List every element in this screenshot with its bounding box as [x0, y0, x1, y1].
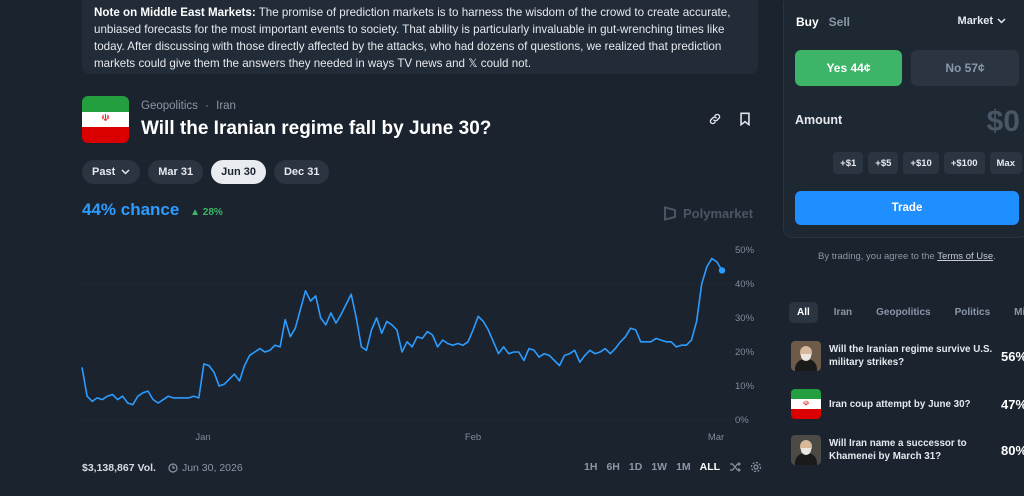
chip-past[interactable]: Past	[82, 160, 141, 184]
middle-east-note: Note on Middle East Markets: The promise…	[82, 0, 758, 74]
range-1d[interactable]: 1D	[628, 461, 643, 473]
up-triangle-icon: ▲	[190, 207, 200, 218]
trade-tabs: Buy Sell	[796, 15, 850, 29]
related-tab-geopolitics[interactable]: Geopolitics	[876, 307, 931, 318]
no-button[interactable]: No 57¢	[911, 50, 1019, 86]
related-market-title: Will Iran name a successor to Khamenei b…	[829, 438, 967, 462]
volume: $3,138,867 Vol.	[82, 462, 156, 474]
polymarket-logo-icon	[664, 206, 676, 221]
chip-label: Jun 30	[221, 166, 256, 178]
related-tab-iran[interactable]: Iran	[833, 307, 853, 318]
y-tick-label: 20%	[735, 347, 755, 358]
quick-add-5[interactable]: +$5	[868, 152, 899, 174]
terms-link[interactable]: Terms of Use	[937, 251, 994, 262]
time-range-selector: 1H 6H 1D 1W 1M ALL	[584, 461, 762, 473]
market-title: Will the Iranian regime fall by June 30?	[141, 118, 492, 139]
leader-portrait-image	[791, 341, 821, 371]
x-tick-label: Jan	[195, 432, 210, 443]
note-heading: Note on Middle East Markets:	[94, 6, 256, 19]
quick-add-10[interactable]: +$10	[903, 152, 939, 174]
order-type-dropdown[interactable]: Market	[958, 15, 1006, 27]
change-badge: ▲ 28%	[190, 207, 223, 218]
related-market-title: Will the Iranian regime survive U.S. mil…	[829, 344, 993, 368]
related-market-item[interactable]: Will the Iranian regime survive U.S. mil…	[791, 341, 1024, 371]
chip-past-label: Past	[92, 166, 116, 178]
chip-label: Mar 31	[158, 166, 194, 178]
brand-name: Polymarket	[683, 206, 754, 221]
breadcrumb-category[interactable]: Geopolitics	[141, 100, 198, 112]
y-tick-label: 50%	[735, 245, 755, 256]
link-icon[interactable]	[706, 110, 724, 128]
amount-label: Amount	[795, 113, 843, 127]
chance-display: 44% chance ▲ 28%	[82, 200, 223, 220]
breadcrumb-separator: ·	[205, 100, 209, 112]
tab-sell[interactable]: Sell	[828, 15, 851, 29]
iran-flag-image: ☫	[82, 96, 129, 143]
related-market-item[interactable]: Will Iran name a successor to Khamenei b…	[791, 435, 1024, 465]
emblem-icon: ☫	[101, 113, 110, 125]
chip-jun-30[interactable]: Jun 30	[211, 160, 266, 184]
terms-suffix: .	[993, 251, 996, 262]
series-line	[81, 257, 723, 406]
clock-icon	[168, 463, 178, 473]
quick-max[interactable]: Max	[989, 152, 1022, 174]
settings-gear-icon[interactable]	[750, 461, 762, 473]
x-tick-label: Mar	[708, 432, 724, 443]
chevron-down-icon	[997, 18, 1006, 24]
related-market-pct: 56%	[1001, 348, 1024, 364]
y-tick-label: 0%	[735, 415, 749, 426]
range-1w[interactable]: 1W	[651, 461, 668, 473]
price-chart: 50% 40% 30% 20% 10% 0% Jan Feb Mar	[81, 245, 755, 443]
polymarket-watermark: Polymarket	[663, 206, 753, 221]
range-1m[interactable]: 1M	[676, 461, 691, 473]
bookmark-icon[interactable]	[736, 110, 754, 128]
iran-flag-image: ☫	[791, 389, 821, 419]
related-tab-politics[interactable]: Politics	[954, 307, 991, 318]
trade-panel: Buy Sell Market Yes 44¢ No 57¢ Amount $0…	[783, 0, 1024, 238]
y-tick-label: 10%	[735, 381, 755, 392]
related-tabs: All Iran Geopolitics Politics Mid	[789, 302, 1024, 323]
leader-portrait-image	[791, 435, 821, 465]
breadcrumb: Geopolitics · Iran	[141, 100, 236, 112]
quick-add-1[interactable]: +$1	[833, 152, 864, 174]
order-type-label: Market	[957, 15, 993, 27]
chevron-down-icon	[121, 169, 130, 175]
amount-input[interactable]: $0	[986, 105, 1020, 138]
note-body: The promise of prediction markets is to …	[94, 6, 731, 70]
range-6h[interactable]: 6H	[606, 461, 620, 473]
related-market-pct: 80%	[1001, 442, 1024, 458]
x-tick-label: Feb	[465, 432, 481, 443]
y-tick-label: 30%	[735, 313, 755, 324]
trade-button[interactable]: Trade	[795, 191, 1019, 225]
terms-notice: By trading, you agree to the Terms of Us…	[818, 251, 996, 262]
end-date-label: Jun 30, 2026	[181, 462, 243, 474]
range-1h[interactable]: 1H	[584, 461, 598, 473]
quick-add-100[interactable]: +$100	[943, 152, 985, 174]
related-tab-middle-east[interactable]: Mid	[1014, 307, 1024, 318]
related-market-pct: 47%	[1001, 396, 1024, 412]
terms-prefix: By trading, you agree to the	[818, 251, 938, 262]
series-endpoint	[718, 267, 726, 274]
chip-mar-31[interactable]: Mar 31	[148, 160, 204, 184]
market-footer: $3,138,867 Vol. Jun 30, 2026	[82, 462, 243, 474]
y-tick-label: 40%	[735, 279, 755, 290]
chip-label: Dec 31	[283, 166, 320, 178]
chip-dec-31[interactable]: Dec 31	[273, 160, 330, 184]
quick-amounts: +$1 +$5 +$10 +$100 Max	[833, 152, 1022, 174]
related-market-title: Iran coup attempt by June 30?	[829, 398, 971, 410]
related-market-item[interactable]: ☫ Iran coup attempt by June 30? 47%	[791, 389, 1024, 419]
related-tab-all[interactable]: All	[789, 302, 818, 323]
end-date: Jun 30, 2026	[168, 462, 243, 474]
shuffle-icon[interactable]	[729, 461, 741, 473]
chance-value: 44% chance	[82, 200, 180, 219]
range-all[interactable]: ALL	[699, 461, 721, 473]
breadcrumb-subcategory[interactable]: Iran	[216, 100, 236, 112]
change-value: 28%	[202, 207, 223, 218]
tab-buy[interactable]: Buy	[796, 15, 819, 29]
yes-button[interactable]: Yes 44¢	[795, 50, 902, 86]
date-chips: Past Mar 31 Jun 30 Dec 31	[82, 160, 330, 184]
